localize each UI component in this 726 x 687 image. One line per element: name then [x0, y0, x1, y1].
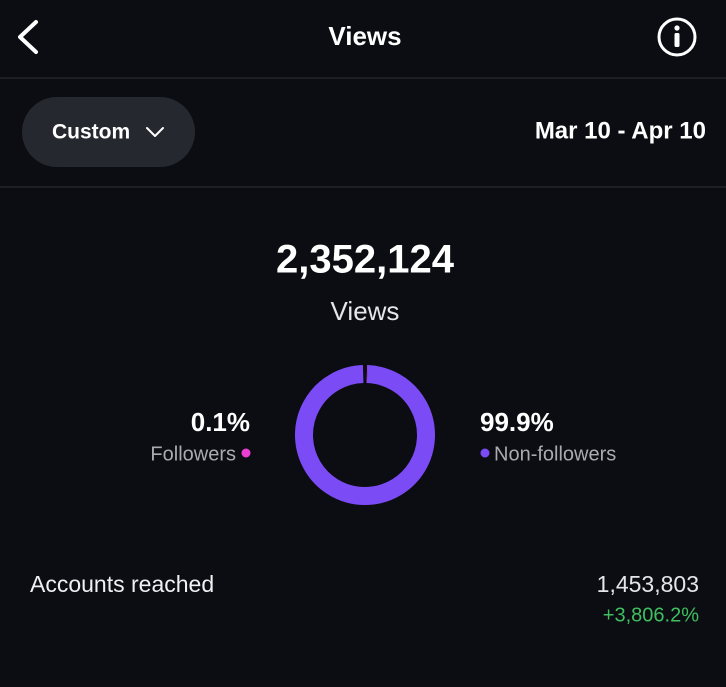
metric-value: 1,453,803 [597, 571, 699, 597]
total-label: Views [331, 296, 400, 326]
total-views: 2,352,124 [276, 238, 455, 282]
legend-value: 0.1% [191, 407, 250, 437]
legend-value: 99.9% [480, 407, 554, 437]
legend-label: Non-followers [494, 443, 616, 465]
range-label: Custom [52, 121, 130, 144]
metric-label: Accounts reached [30, 571, 214, 597]
legend-dot [242, 449, 251, 458]
page-title: Views [328, 21, 401, 51]
metric-change: +3,806.2% [603, 604, 699, 626]
legend-dot [481, 449, 490, 458]
date-range[interactable]: Mar 10 - Apr 10 [535, 117, 706, 144]
range-dropdown[interactable]: Custom [22, 97, 195, 167]
legend-label: Followers [150, 443, 236, 465]
